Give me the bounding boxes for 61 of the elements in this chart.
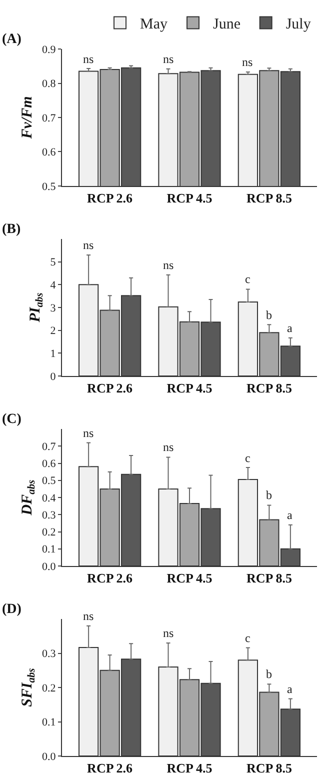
- x-tick-label: RCP 8.5: [246, 380, 292, 396]
- x-tick-label: RCP 2.6: [87, 380, 134, 396]
- x-tick-label: RCP 8.5: [246, 570, 292, 586]
- x-tick-label: RCP 2.6: [87, 760, 134, 776]
- y-axis-title: Fv/Fm: [19, 96, 36, 140]
- chart-title: (B): [2, 222, 21, 237]
- data-label: c: [245, 272, 250, 286]
- x-tick-label: RCP 2.6: [87, 190, 134, 206]
- data-label: ns: [83, 609, 94, 623]
- data-label: ns: [83, 52, 94, 66]
- data-label: a: [287, 682, 293, 696]
- y-tick-label: 0.7: [42, 440, 56, 453]
- y-tick-label: 0.6: [42, 458, 56, 470]
- y-tick-label: 0.0: [42, 750, 56, 763]
- x-tick-label: RCP 4.5: [166, 380, 213, 396]
- x-tick-label: RCP 4.5: [166, 760, 213, 776]
- chart-title: (C): [2, 412, 22, 427]
- y-tick-label: 0.1: [42, 716, 56, 729]
- x-tick-label: RCP 8.5: [246, 190, 292, 206]
- data-label: b: [266, 308, 272, 322]
- data-label: ns: [163, 258, 174, 272]
- y-tick-label: 3: [50, 302, 56, 314]
- data-label: ns: [83, 238, 94, 252]
- data-label: ns: [163, 440, 174, 454]
- legend-label: May: [140, 16, 168, 33]
- x-tick-label: RCP 4.5: [166, 190, 213, 206]
- data-label: c: [245, 631, 250, 645]
- x-tick-label: RCP 2.6: [87, 570, 134, 586]
- y-tick-label: 0.9: [42, 44, 56, 56]
- data-label: ns: [83, 426, 94, 440]
- y-tick-label: 0: [50, 370, 56, 383]
- y-tick-label: 5: [50, 256, 56, 269]
- y-tick-label: 0.7: [42, 112, 56, 124]
- data-label: ns: [163, 52, 174, 66]
- y-tick-label: 0.2: [42, 682, 56, 694]
- y-tick-label: 0.2: [42, 526, 56, 539]
- y-tick-label: 0.5: [42, 475, 56, 488]
- data-label: b: [266, 667, 272, 681]
- y-tick-label: 1: [50, 348, 56, 360]
- chart-title: (A): [2, 32, 22, 47]
- data-label: a: [287, 508, 293, 522]
- chart-title: (D): [2, 602, 22, 617]
- legend-label: June: [212, 16, 241, 33]
- y-tick-label: 0.3: [42, 648, 56, 660]
- y-tick-label: 0.1: [42, 544, 56, 556]
- y-tick-label: 0.3: [42, 509, 56, 522]
- y-tick-label: 0.0: [42, 560, 56, 573]
- y-tick-label: 0.6: [42, 146, 56, 159]
- x-tick-label: RCP 4.5: [166, 570, 213, 586]
- x-tick-label: RCP 8.5: [246, 760, 292, 776]
- data-label: b: [266, 488, 272, 502]
- y-tick-label: 0.5: [42, 180, 56, 193]
- data-label: a: [287, 321, 293, 335]
- y-tick-label: 2: [50, 325, 56, 338]
- legend-label: July: [286, 16, 312, 33]
- data-label: ns: [163, 626, 174, 640]
- data-label: c: [245, 451, 250, 465]
- y-tick-label: 0.8: [42, 78, 56, 90]
- y-tick-label: 0.4: [42, 492, 56, 504]
- data-label: ns: [242, 55, 253, 69]
- y-tick-label: 4: [50, 280, 56, 292]
